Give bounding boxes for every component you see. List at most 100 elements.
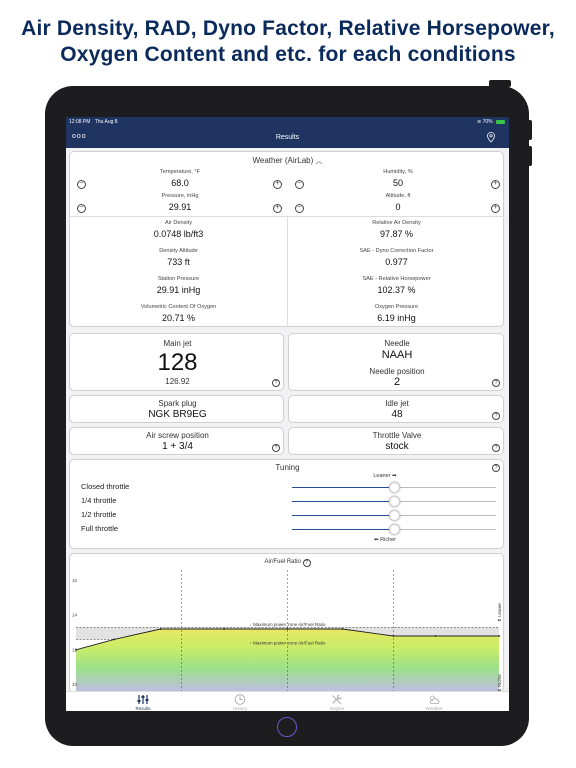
tab-label: Engine <box>329 706 344 711</box>
main-jet-help-icon[interactable]: ? <box>272 379 280 387</box>
needle-position-value: 2 <box>393 376 401 388</box>
tuning-slider-thumb[interactable] <box>389 510 400 521</box>
status-date: Thu Aug 8 <box>94 119 118 125</box>
air-screw-value: 1 + 3/4 <box>162 441 193 452</box>
idle-jet-card[interactable]: Idle jet 48 ? <box>288 395 504 423</box>
tuning-slider-thumb[interactable] <box>389 482 400 493</box>
status-bar: 12:08 PM Thu Aug 8 ≋ 70% <box>66 117 509 128</box>
richer-label: ⬅ Richer <box>373 537 397 543</box>
headline-line1: Air Density, RAD, Dyno Factor, Relative … <box>21 17 555 40</box>
tab-weather[interactable]: Weather <box>394 694 474 711</box>
afr-chart: 16 14 12 10 ↓ Maximum power zone Air/Fuel Ra… <box>72 570 502 692</box>
throttle-valve-value: stock <box>385 441 409 452</box>
zone-annotation-lower: ↑ Maximum power zone Air/Fuel Ratio <box>250 640 326 645</box>
tab-bar: Results History Engine Weather <box>66 691 509 711</box>
humidity-value: 50 <box>392 178 403 188</box>
clock-icon <box>234 694 246 705</box>
idle-jet-help-icon[interactable]: ? <box>492 412 500 420</box>
altitude-decrease-button[interactable]: − <box>295 204 304 213</box>
humidity-label: Humidity, % <box>383 169 413 175</box>
vol-oxygen-label: Volumetric Content Of Oxygen <box>140 304 217 310</box>
tuning-slider-thumb[interactable] <box>389 496 400 507</box>
afr-point <box>159 628 162 630</box>
afr-point <box>434 635 437 637</box>
pressure-decrease-button[interactable]: − <box>77 204 86 213</box>
idle-jet-value: 48 <box>391 409 403 420</box>
pressure-label: Pressure, inHg <box>161 193 199 199</box>
wrench-icon <box>332 694 343 705</box>
afr-point <box>223 628 225 630</box>
sliders-icon <box>137 695 149 704</box>
relative-air-density-value: 97.87 % <box>379 229 414 239</box>
more-menu-icon[interactable]: ooo <box>72 133 87 140</box>
tuning-slider-fill <box>292 515 394 516</box>
afr-point <box>113 638 115 641</box>
battery-percent: 70% <box>482 119 493 125</box>
tuning-title: Tuning <box>275 463 300 472</box>
oxygen-pressure-label: Oxygen Pressure <box>374 304 419 310</box>
chart-title: Air/Fuel Ratio <box>264 559 301 565</box>
chart-help-icon[interactable]: ? <box>302 559 311 567</box>
tab-engine[interactable]: Engine <box>297 694 377 711</box>
afr-area <box>76 629 499 692</box>
tuning-row-label: 1/2 throttle <box>81 510 117 519</box>
station-pressure-label: Station Pressure <box>157 276 200 282</box>
needle-help-icon[interactable]: ? <box>492 379 500 387</box>
temperature-increase-button[interactable]: + <box>273 180 282 189</box>
air-density-label: Air Density <box>164 220 193 226</box>
oxygen-pressure-value: 6.19 inHg <box>377 313 416 323</box>
air-screw-help-icon[interactable]: ? <box>272 444 280 452</box>
afr-point <box>286 628 289 630</box>
weather-column-divider <box>287 216 288 327</box>
humidity-decrease-button[interactable]: − <box>295 180 304 189</box>
needle-card[interactable]: Needle NAAH Needle position 2 ? <box>288 333 504 391</box>
tuning-help-icon[interactable]: ? <box>492 464 500 472</box>
weather-header[interactable]: Weather (AirLab) ︿ <box>70 156 505 166</box>
page-title: Results <box>275 134 300 141</box>
needle-value: NAAH <box>381 349 413 361</box>
throttle-valve-label: Throttle Valve <box>372 431 422 440</box>
tab-label: Weather <box>425 706 443 711</box>
humidity-increase-button[interactable]: + <box>491 180 500 189</box>
headline: Air Density, RAD, Dyno Factor, Relative … <box>0 16 576 68</box>
tuning-row-label: Closed throttle <box>81 482 130 491</box>
partly-cloudy-icon <box>429 695 440 704</box>
wifi-icon: ≋ <box>477 119 482 125</box>
sae-hp-value: 102.37 % <box>377 285 416 295</box>
location-pin-icon[interactable] <box>487 132 495 143</box>
chevron-up-icon: ︿ <box>315 158 323 165</box>
home-button[interactable] <box>277 717 297 737</box>
main-jet-card[interactable]: Main jet 128 126.92 ? <box>69 333 284 391</box>
idle-jet-label: Idle jet <box>385 399 409 408</box>
nav-bar: ooo Results <box>66 128 509 148</box>
needle-position-label: Needle position <box>369 367 425 376</box>
tab-results[interactable]: Results <box>103 694 183 711</box>
throttle-valve-help-icon[interactable]: ? <box>492 444 500 452</box>
headline-line2: Oxygen Content and etc. for each conditi… <box>60 43 516 66</box>
altitude-value: 0 <box>395 202 401 212</box>
altitude-increase-button[interactable]: + <box>491 204 500 213</box>
throttle-valve-card[interactable]: Throttle Valve stock ? <box>288 427 504 455</box>
spark-plug-value: NGK BR9EG <box>148 409 207 420</box>
main-jet-exact: 126.92 <box>165 377 190 386</box>
leaner-side-label: ⬆ Leaner <box>497 602 502 622</box>
tuning-slider-fill <box>292 501 394 502</box>
tuning-slider-thumb[interactable] <box>389 524 400 535</box>
status-time: 12:08 PM <box>69 119 91 125</box>
tab-history[interactable]: History <box>200 694 280 711</box>
air-screw-card[interactable]: Air screw position 1 + 3/4 ? <box>69 427 284 455</box>
battery-icon <box>496 119 505 124</box>
y-tick-label: 10 <box>72 682 78 687</box>
tuning-slider-fill <box>292 487 394 488</box>
pressure-increase-button[interactable]: + <box>273 204 282 213</box>
tab-label: Results <box>135 706 151 711</box>
y-tick-label: 14 <box>72 613 78 618</box>
temperature-label: Temperature, °F <box>159 169 201 175</box>
spark-plug-card[interactable]: Spark plug NGK BR9EG <box>69 395 284 423</box>
app-screen: 12:08 PM Thu Aug 8 ≋ 70% ooo Results Wea… <box>66 117 509 711</box>
temperature-decrease-button[interactable]: − <box>77 180 86 189</box>
main-jet-label: Main jet <box>163 339 192 348</box>
volume-up-button <box>527 120 532 140</box>
main-jet-value: 128 <box>157 349 198 376</box>
density-altitude-value: 733 ft <box>167 257 190 267</box>
